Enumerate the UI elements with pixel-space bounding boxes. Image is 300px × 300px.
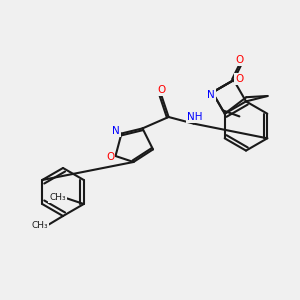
Text: NH: NH	[187, 112, 203, 122]
Text: O: O	[235, 74, 243, 84]
Text: N: N	[112, 125, 120, 136]
Text: CH₃: CH₃	[49, 194, 66, 202]
Text: N: N	[207, 90, 215, 100]
Text: CH₃: CH₃	[31, 220, 48, 230]
Text: O: O	[236, 55, 244, 65]
Text: O: O	[106, 152, 114, 163]
Text: O: O	[157, 85, 166, 95]
